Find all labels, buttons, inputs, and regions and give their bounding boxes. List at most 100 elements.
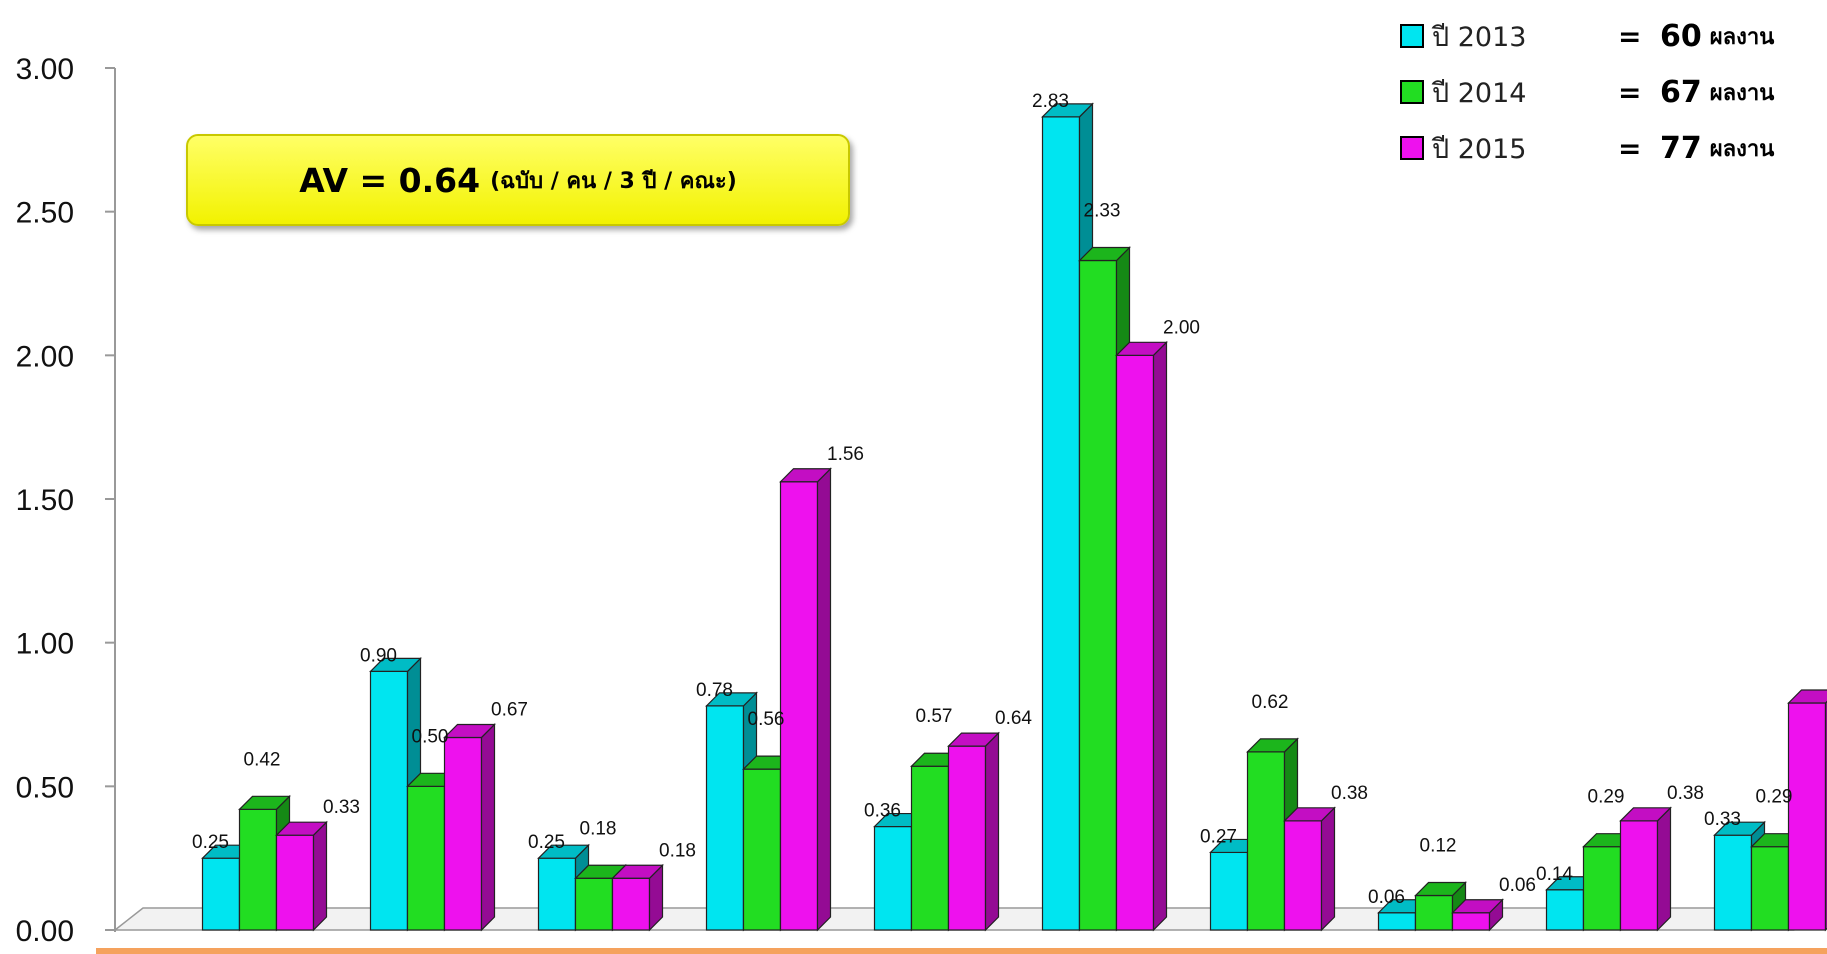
data-label: 0.29	[1588, 787, 1625, 808]
legend-count: 60	[1660, 18, 1702, 54]
data-label: 0.42	[244, 749, 281, 770]
legend-swatch	[1400, 136, 1424, 160]
data-label: 0.27	[1200, 826, 1237, 847]
bar	[443, 723, 496, 932]
average-annotation: AV = 0.64 (ฉบับ / คน / 3 ปี / คณะ)	[186, 134, 850, 226]
legend-unit: ผลงาน	[1709, 80, 1775, 106]
data-label: 0.33	[1704, 809, 1741, 830]
bar	[1283, 806, 1336, 932]
bar-front	[611, 877, 651, 931]
bar-top	[1283, 807, 1336, 822]
bar-top	[947, 732, 1000, 747]
bar-front	[1619, 820, 1659, 931]
bar-front	[779, 481, 819, 931]
category-strip	[96, 948, 1827, 954]
data-label: 0.06	[1368, 887, 1405, 908]
legend-equals: =	[1618, 131, 1642, 165]
bar-top	[369, 657, 422, 673]
legend-unit: ผลงาน	[1709, 136, 1775, 162]
bar-top	[611, 864, 664, 879]
legend-swatch	[1400, 80, 1424, 104]
bar-front	[238, 808, 278, 931]
bar-front	[1713, 834, 1753, 931]
bar-side	[480, 723, 496, 932]
bar-front	[1545, 889, 1585, 931]
bar-front	[1115, 354, 1155, 931]
average-value: AV = 0.64	[299, 160, 481, 200]
bar	[611, 863, 664, 932]
bar	[1619, 806, 1672, 932]
y-tick-label: 1.50	[16, 484, 74, 517]
bar-front	[742, 768, 782, 931]
bar-front	[1451, 912, 1491, 931]
legend-year: ปี 2013	[1432, 21, 1527, 53]
bar-top	[443, 723, 496, 739]
bar-front	[1787, 702, 1827, 931]
bar-front	[1414, 894, 1454, 931]
data-label: 0.78	[696, 680, 733, 701]
bar-front	[1377, 912, 1417, 931]
bar-front	[1750, 846, 1790, 931]
bar-top	[1246, 738, 1299, 753]
legend-count: 77	[1660, 130, 1702, 166]
bar	[947, 731, 1000, 932]
bar-top	[1787, 689, 1827, 704]
data-label: 0.33	[323, 797, 360, 818]
legend-item-2014: ปี 2014 = 67 ผลงาน	[1400, 64, 1820, 120]
data-label: 0.64	[995, 708, 1032, 729]
bar	[275, 820, 328, 932]
data-label: 0.38	[1331, 783, 1368, 804]
legend-equals: =	[1618, 75, 1642, 109]
data-label: 0.36	[864, 801, 901, 822]
bar-front	[406, 785, 446, 931]
bar-front	[947, 745, 987, 931]
average-unit: (ฉบับ / คน / 3 ปี / คณะ)	[490, 168, 737, 194]
data-label: 0.38	[1667, 783, 1704, 804]
y-tick-label: 1.00	[16, 628, 74, 661]
legend-swatch	[1400, 24, 1424, 48]
data-label: 2.33	[1084, 201, 1121, 222]
bar-top	[1451, 899, 1504, 914]
bars	[201, 102, 1827, 932]
bar	[1115, 340, 1168, 932]
bar-front	[201, 857, 241, 931]
data-label: 0.90	[360, 645, 397, 666]
bar-front	[369, 670, 409, 931]
legend-count: 67	[1660, 74, 1702, 110]
bar-front	[873, 825, 913, 931]
y-tick-label: 0.00	[16, 915, 74, 948]
data-label: 0.57	[916, 706, 953, 727]
bar-top	[1713, 821, 1766, 836]
bar-top	[1115, 341, 1168, 356]
legend-equals: =	[1618, 19, 1642, 53]
bar-top	[1414, 881, 1467, 897]
data-label: 1.56	[827, 444, 864, 465]
bar-side	[312, 820, 328, 932]
legend-item-2015: ปี 2015 = 77 ผลงาน	[1400, 120, 1820, 176]
data-label: 0.12	[1420, 836, 1457, 857]
bar-top	[537, 844, 590, 859]
bar-side	[1152, 340, 1168, 932]
data-label: 2.83	[1032, 91, 1069, 112]
data-label: 0.18	[659, 840, 696, 861]
bar-top	[705, 692, 758, 707]
bar-side	[816, 467, 832, 932]
data-label: 0.62	[1252, 692, 1289, 713]
data-label: 0.14	[1536, 864, 1573, 885]
bar-front	[574, 877, 614, 931]
bar-top	[779, 468, 832, 483]
legend: ปี 2013 = 60 ผลงาน ปี 2014 = 67 ผลงาน ปี…	[1400, 8, 1820, 176]
bar-front	[910, 765, 950, 931]
bar	[1451, 898, 1504, 932]
bar-top	[1619, 807, 1672, 822]
data-label: 0.25	[192, 832, 229, 853]
bar-front	[1041, 116, 1081, 931]
data-label: 0.50	[412, 726, 449, 747]
data-label: 0.67	[491, 699, 528, 720]
bar-side	[1656, 806, 1672, 932]
bar-front	[1283, 820, 1323, 931]
data-labels: 0.25 0.42 0.33 0.90 0.50 0.67 0.25 0.18 0.18 0.78…	[192, 91, 1792, 908]
data-label: 0.18	[580, 818, 617, 839]
